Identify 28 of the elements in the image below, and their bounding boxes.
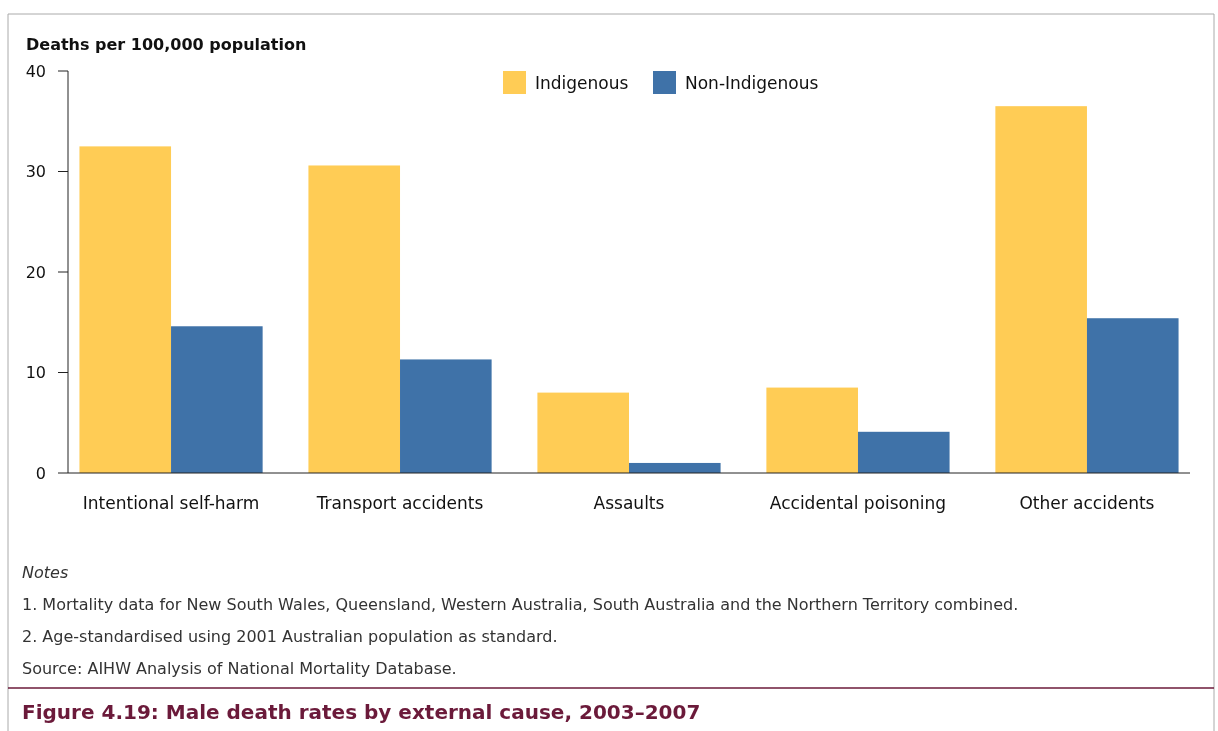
y-tick-label: 20 (25, 262, 46, 282)
text: 2. Age-standardised using 2001 Australian population as standard. (22, 626, 558, 646)
bar (766, 387, 858, 473)
bar (308, 165, 401, 473)
bar (171, 326, 263, 473)
bar (537, 392, 629, 473)
y-axis-title: Deaths per 100,000 population (26, 35, 307, 54)
text: Notes (22, 562, 69, 582)
x-tick-label: Accidental poisoning (769, 493, 947, 513)
bar (400, 359, 492, 473)
bar (995, 106, 1087, 473)
bar (857, 431, 950, 473)
legend-label: Indigenous (535, 72, 629, 93)
text: Figure 4.19: Male death rates by external cause, 2003–2007 (22, 700, 701, 724)
y-tick-label: 30 (25, 162, 46, 182)
y-tick-label: 0 (35, 463, 46, 483)
y-tick-label: 40 (25, 61, 46, 81)
x-tick-label: Other accidents (1019, 493, 1155, 513)
bar (629, 462, 721, 473)
bar (79, 146, 172, 473)
y-tick-label: 10 (25, 363, 46, 383)
source-note: Source: AIHW Analysis of National Mortality Database. (22, 658, 457, 678)
x-tick-label: Transport accidents (315, 493, 484, 513)
legend-label: Non-Indigenous (685, 72, 819, 93)
text: 1. Mortality data for New South Wales, Queensland, Western Australia, South Australia and the Northern Territory combined. (22, 594, 1019, 614)
x-tick-label: Intentional self-harm (82, 493, 260, 513)
x-tick-label: Assaults (593, 493, 665, 513)
bar (1086, 318, 1179, 473)
